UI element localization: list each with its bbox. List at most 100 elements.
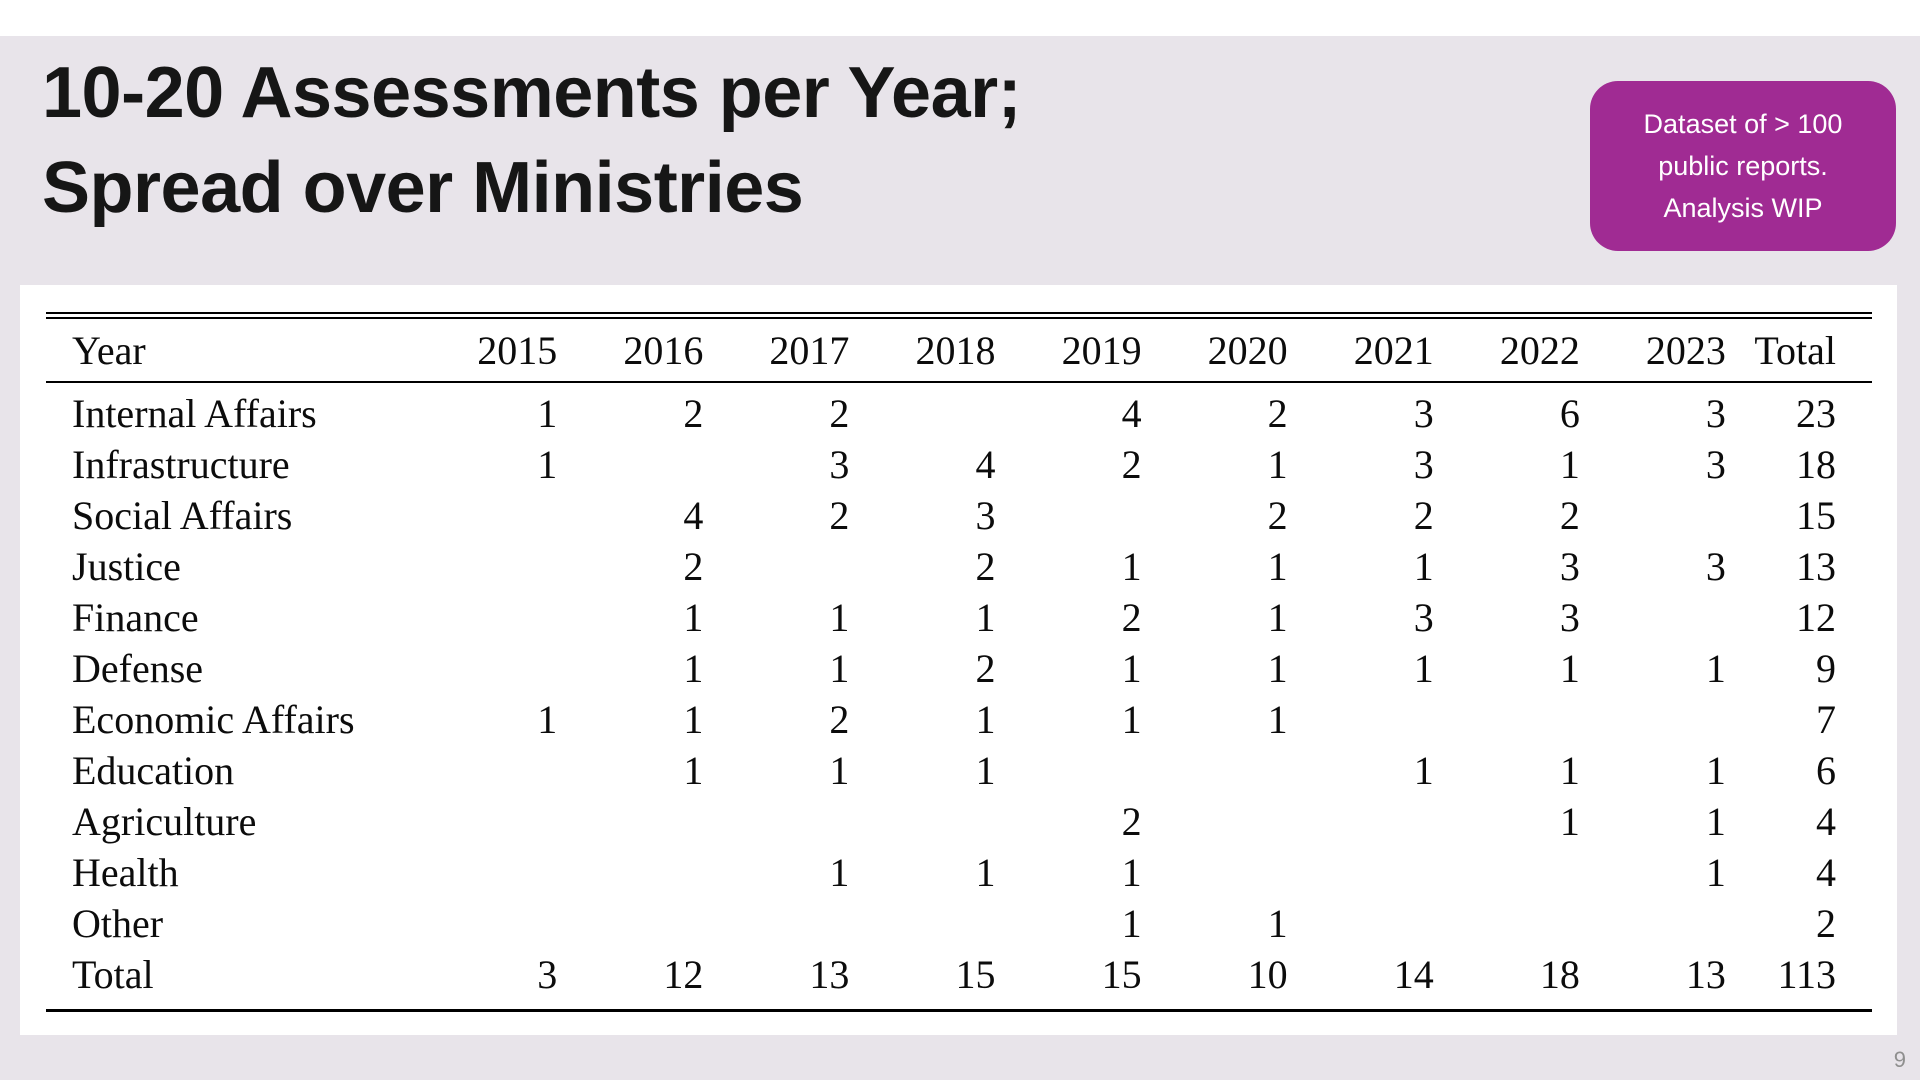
table-cell: 1 [1267,646,1288,691]
slide-title: 10-20 Assessments per Year; Spread over … [42,46,1022,236]
table-cell [849,898,995,949]
table-cell: 1 [1559,646,1580,691]
table-cell: 1 [683,697,704,742]
table-cell: 1 [1559,748,1580,793]
table-header-cell: 2019 [995,315,1142,383]
table-header-row: Year 2015 2016 2017 2018 2019 2020 2021 2022 2023… [46,315,1872,383]
table-cell [1288,796,1434,847]
table-cell: 3 [1705,391,1726,436]
badge-line-3: Analysis WIP [1663,193,1823,223]
table-cell: 1 [1413,748,1434,793]
table-cell: 2 [1267,493,1288,538]
row-label: Economic Affairs [72,697,355,742]
table-cell [557,796,703,847]
table-cell: 2 [975,544,996,589]
table-cell [996,745,1142,796]
table-cell: 1 [1413,544,1434,589]
dataset-badge: Dataset of > 100 public reports. Analysi… [1590,81,1896,251]
page-number: 9 [1893,1047,1906,1072]
table-cell: 1 [1267,595,1288,640]
table-cell: 1 [683,595,704,640]
table-header-cell: 2022 [1433,315,1580,383]
table-cell: 13 [1685,952,1726,997]
table-cell [849,382,995,439]
table-cell: 3 [829,442,850,487]
table-header: Year 2015 2016 2017 2018 2019 2020 2021 2022 2023… [46,315,1872,383]
table-cell: 12 [663,952,704,997]
table-row: Finance 1 1 1 2 1 3 3 12 [46,592,1872,643]
table-cell [411,490,557,541]
table-cell: 1 [1121,646,1142,691]
table-header-cell: Total [1725,315,1872,383]
table-cell: 1 [1267,544,1288,589]
table-header-cell: 2018 [849,315,996,383]
table-cell [1142,745,1288,796]
table-row: Health 1 1 1 1 4 [46,847,1872,898]
table-cell: 15 [955,952,996,997]
row-label: Finance [72,595,199,640]
table-cell [1288,847,1434,898]
table-cell [1580,694,1726,745]
table-cell: 3 [537,952,558,997]
table-cell: 1 [1559,442,1580,487]
table-row: Total 3 12 13 15 15 10 14 18 13 113 [46,949,1872,1011]
table-cell: 1 [1705,799,1726,844]
table-panel: Year 2015 2016 2017 2018 2019 2020 2021 2022 2023… [20,285,1897,1035]
table-cell: 3 [1413,391,1434,436]
table-cell: 1 [1705,748,1726,793]
table-cell: 2 [1121,799,1142,844]
row-label: Social Affairs [72,493,293,538]
table-cell: 2 [829,697,850,742]
table-cell: 2 [829,391,850,436]
table-cell: 1 [1705,850,1726,895]
row-label: Agriculture [72,799,257,844]
table-cell: 1 [1121,850,1142,895]
table-row: Education 1 1 1 1 1 1 6 [46,745,1872,796]
table-cell: 3 [975,493,996,538]
table-cell [411,592,557,643]
table-row: Agriculture 2 1 1 4 [46,796,1872,847]
table-cell: 1 [829,646,850,691]
table-body: Internal Affairs 1 2 2 4 2 3 6 3 23 Infrastructure… [46,382,1872,1011]
table-cell: 15 [1101,952,1142,997]
table-cell: 23 [1796,391,1836,436]
table-cell: 1 [683,646,704,691]
table-cell [703,541,849,592]
table-header-cell: 2021 [1287,315,1434,383]
table-cell [411,898,557,949]
table-cell [557,439,703,490]
table-cell: 1 [1121,544,1142,589]
table-cell: 12 [1796,595,1836,640]
table-cell: 1 [975,748,996,793]
table-cell: 2 [1816,901,1836,946]
table-cell [1288,898,1434,949]
table-cell [557,847,703,898]
table-cell: 3 [1559,544,1580,589]
table-cell: 1 [1559,799,1580,844]
row-label: Total [72,952,154,997]
table-cell [1288,694,1434,745]
table-cell [1142,847,1288,898]
table-cell: 6 [1559,391,1580,436]
table-cell [703,796,849,847]
assessments-table: Year 2015 2016 2017 2018 2019 2020 2021 2022 2023… [46,312,1872,1012]
table-cell: 1 [829,850,850,895]
table-cell [411,796,557,847]
table-cell: 1 [1267,901,1288,946]
table-row: Internal Affairs 1 2 2 4 2 3 6 3 23 [46,382,1872,439]
table-cell [1142,796,1288,847]
row-label: Justice [72,544,181,589]
table-cell: 3 [1413,595,1434,640]
table-row: Justice 2 2 1 1 1 3 3 13 [46,541,1872,592]
table-cell: 3 [1413,442,1434,487]
row-label: Education [72,748,235,793]
table-cell: 113 [1777,952,1836,997]
table-header-cell: 2016 [557,315,704,383]
table-cell: 9 [1816,646,1836,691]
table-cell: 2 [1121,595,1142,640]
table-header-year: Year [46,315,412,383]
table-cell: 6 [1816,748,1836,793]
table-cell: 1 [537,442,558,487]
table-cell: 4 [1121,391,1142,436]
table-row: Infrastructure 1 3 4 2 1 3 1 3 18 [46,439,1872,490]
